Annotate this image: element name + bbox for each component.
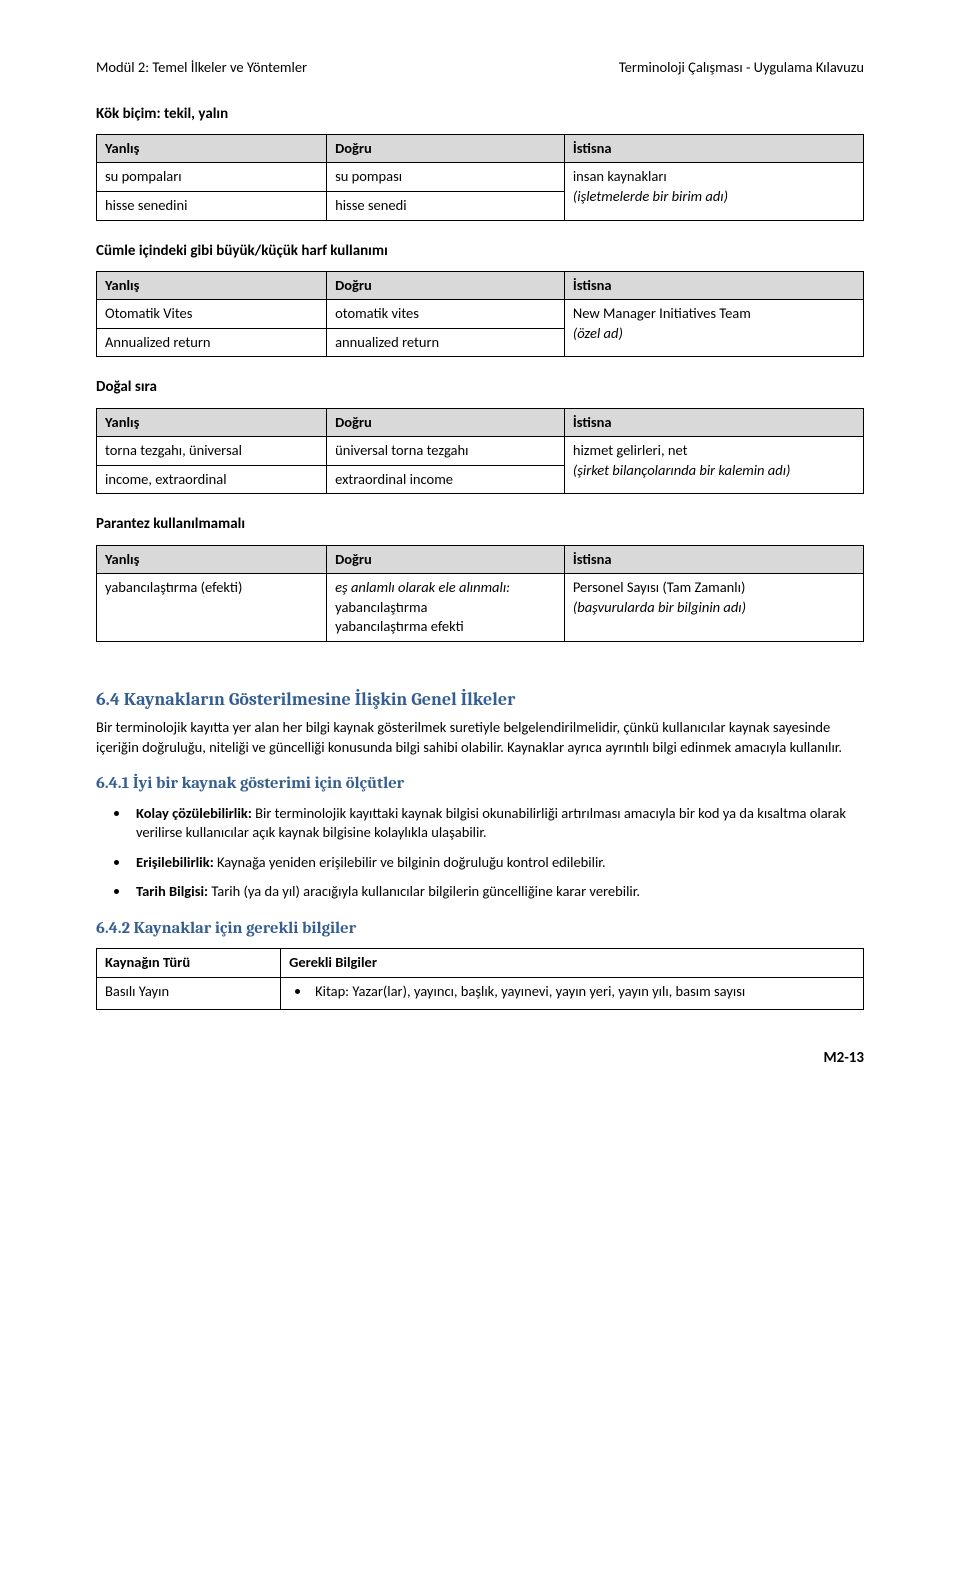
th-wrong: Yanlış	[97, 408, 327, 437]
cell: su pompası	[327, 163, 565, 192]
header-left: Modül 2: Temel İlkeler ve Yöntemler	[96, 58, 307, 78]
section-title-t3: Doğal sıra	[96, 377, 864, 397]
th-right: Doğru	[327, 134, 565, 163]
list-item: Tarih Bilgisi: Tarih (ya da yıl) aracığı…	[130, 882, 864, 902]
table-header-row: Yanlış Doğru İstisna	[97, 545, 864, 574]
page-header: Modül 2: Temel İlkeler ve Yöntemler Term…	[96, 58, 864, 78]
cell-exception: Personel Sayısı (Tam Zamanlı) (başvurula…	[564, 574, 863, 642]
exc-line: hizmet gelirleri, net	[573, 441, 688, 459]
cell: torna tezgahı, üniversal	[97, 437, 327, 466]
th-right: Doğru	[327, 545, 565, 574]
th-required-info: Gerekli Bilgiler	[281, 949, 864, 978]
cell-exception: insan kaynakları (işletmelerde bir birim…	[564, 163, 863, 220]
criteria-list: Kolay çözülebilirlik: Bir terminolojik k…	[96, 804, 864, 902]
exc-line: insan kaynakları	[573, 167, 667, 185]
inner-list: Kitap: Yazar(lar), yayıncı, başlık, yayı…	[289, 982, 855, 1002]
table-header-row: Kaynağın Türü Gerekli Bilgiler	[97, 949, 864, 978]
cell: Basılı Yayın	[97, 977, 281, 1010]
cell: extraordinal income	[327, 465, 565, 494]
cell: üniversal torna tezgahı	[327, 437, 565, 466]
section-title-t4: Parantez kullanılmamalı	[96, 514, 864, 534]
item-label: Erişilebilirlik:	[136, 853, 214, 871]
th-exception: İstisna	[564, 134, 863, 163]
cell: otomatik vites	[327, 300, 565, 329]
th-source-type: Kaynağın Türü	[97, 949, 281, 978]
table-row: yabancılaştırma (efekti) eş anlamlı olar…	[97, 574, 864, 642]
th-wrong: Yanlış	[97, 545, 327, 574]
th-wrong: Yanlış	[97, 271, 327, 300]
header-right: Terminoloji Çalışması - Uygulama Kılavuz…	[619, 58, 864, 78]
heading-6-4: 6.4 Kaynakların Gösterilmesine İlişkin G…	[96, 688, 864, 712]
exc-line: Personel Sayısı (Tam Zamanlı)	[573, 578, 746, 596]
cell: su pompaları	[97, 163, 327, 192]
th-exception: İstisna	[564, 271, 863, 300]
paragraph-6-4: Bir terminolojik kayıtta yer alan her bi…	[96, 718, 864, 757]
cell-line: eş anlamlı olarak ele alınmalı:	[335, 578, 510, 596]
page-number: M2-13	[96, 1048, 864, 1068]
item-label: Kolay çözülebilirlik:	[136, 804, 252, 822]
th-exception: İstisna	[564, 408, 863, 437]
section-title-t2: Cümle içindeki gibi büyük/küçük harf kul…	[96, 241, 864, 261]
table-header-row: Yanlış Doğru İstisna	[97, 408, 864, 437]
th-exception: İstisna	[564, 545, 863, 574]
cell-exception: New Manager Initiatives Team (özel ad)	[564, 300, 863, 357]
table-row: su pompaları su pompası insan kaynakları…	[97, 163, 864, 192]
table-kok-bicim: Yanlış Doğru İstisna su pompaları su pom…	[96, 134, 864, 221]
item-text: Tarih (ya da yıl) aracığıyla kullanıcıla…	[208, 882, 640, 900]
cell: annualized return	[327, 328, 565, 357]
heading-6-4-2: 6.4.2 Kaynaklar için gerekli bilgiler	[96, 918, 864, 940]
cell-line: yabancılaştırma	[335, 598, 427, 616]
table-row: Basılı Yayın Kitap: Yazar(lar), yayıncı,…	[97, 977, 864, 1010]
cell: eş anlamlı olarak ele alınmalı: yabancıl…	[327, 574, 565, 642]
item-label: Tarih Bilgisi:	[136, 882, 208, 900]
heading-6-4-1: 6.4.1 İyi bir kaynak gösterimi için ölçü…	[96, 773, 864, 795]
table-row: Otomatik Vites otomatik vites New Manage…	[97, 300, 864, 329]
table-harf: Yanlış Doğru İstisna Otomatik Vites otom…	[96, 271, 864, 358]
exc-note: (şirket bilançolarında bir kalemin adı)	[573, 461, 791, 479]
table-required-info: Kaynağın Türü Gerekli Bilgiler Basılı Ya…	[96, 948, 864, 1010]
exc-note: (başvurularda bir bilginin adı)	[573, 598, 746, 616]
cell: Otomatik Vites	[97, 300, 327, 329]
cell: hisse senedi	[327, 191, 565, 220]
section-title-t1: Kök biçim: tekil, yalın	[96, 104, 864, 124]
table-parantez: Yanlış Doğru İstisna yabancılaştırma (ef…	[96, 545, 864, 642]
cell-exception: hizmet gelirleri, net (şirket bilançolar…	[564, 437, 863, 494]
cell: Annualized return	[97, 328, 327, 357]
list-item: Kolay çözülebilirlik: Bir terminolojik k…	[130, 804, 864, 843]
cell: hisse senedini	[97, 191, 327, 220]
cell: income, extraordinal	[97, 465, 327, 494]
th-right: Doğru	[327, 271, 565, 300]
th-wrong: Yanlış	[97, 134, 327, 163]
table-header-row: Yanlış Doğru İstisna	[97, 134, 864, 163]
item-text: Kaynağa yeniden erişilebilir ve bilginin…	[214, 853, 606, 871]
cell: yabancılaştırma (efekti)	[97, 574, 327, 642]
table-header-row: Yanlış Doğru İstisna	[97, 271, 864, 300]
th-right: Doğru	[327, 408, 565, 437]
exc-note: (işletmelerde bir birim adı)	[573, 187, 728, 205]
exc-line: New Manager Initiatives Team	[573, 304, 751, 322]
cell-line: yabancılaştırma efekti	[335, 617, 464, 635]
cell: Kitap: Yazar(lar), yayıncı, başlık, yayı…	[281, 977, 864, 1010]
table-dogalsira: Yanlış Doğru İstisna torna tezgahı, üniv…	[96, 408, 864, 495]
exc-note: (özel ad)	[573, 324, 623, 342]
list-item: Kitap: Yazar(lar), yayıncı, başlık, yayı…	[311, 982, 855, 1002]
list-item: Erişilebilirlik: Kaynağa yeniden erişile…	[130, 853, 864, 873]
table-row: torna tezgahı, üniversal üniversal torna…	[97, 437, 864, 466]
